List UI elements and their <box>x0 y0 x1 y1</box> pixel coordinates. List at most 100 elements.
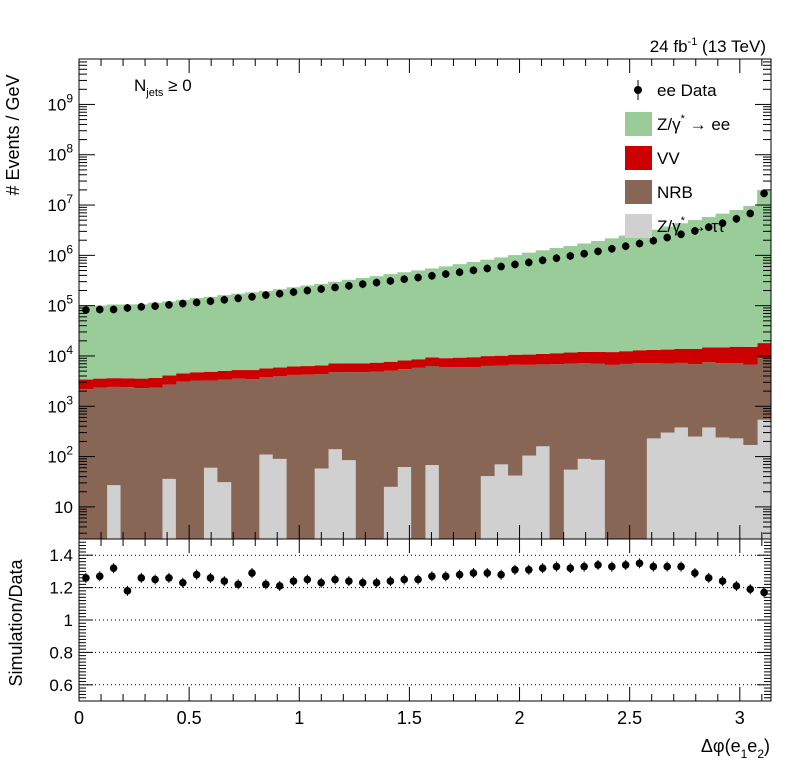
bar-0-10 <box>217 482 232 539</box>
bar-2-38 <box>604 352 620 365</box>
bar-3-32 <box>521 252 537 355</box>
bar-1-19 <box>341 372 357 461</box>
data-point-19 <box>345 282 353 290</box>
x-tick-label-4: 2 <box>515 708 525 728</box>
x-axis-label: Δφ(e1e2) <box>701 736 770 761</box>
data-point-40 <box>635 239 644 248</box>
ratio-point-33 <box>538 564 547 572</box>
legend-swatch-2 <box>625 146 652 170</box>
data-point-49 <box>760 189 768 198</box>
bar-2-40 <box>632 350 647 364</box>
ratio-point-3 <box>123 587 132 595</box>
bar-1-23 <box>397 369 412 468</box>
bar-3-45 <box>701 216 717 348</box>
data-point-26 <box>441 270 450 278</box>
data-point-45 <box>704 223 713 231</box>
bar-2-18 <box>328 363 343 373</box>
ratio-point-25 <box>428 572 436 581</box>
bar-3-29 <box>480 259 495 357</box>
bar-3-25 <box>425 268 440 358</box>
bar-3-28 <box>466 261 481 358</box>
data-point-48 <box>746 209 755 218</box>
bar-3-7 <box>175 299 191 374</box>
ratio-ytick-label-2: 1 <box>64 611 73 630</box>
ratio-point-15 <box>289 577 298 585</box>
bar-2-41 <box>646 349 661 364</box>
ratio-point-48 <box>746 585 755 594</box>
ratio-point-45 <box>704 574 713 582</box>
ratio-point-7 <box>179 578 187 587</box>
bar-1-42 <box>660 363 675 433</box>
data-point-33 <box>538 256 547 265</box>
data-point-13 <box>262 291 270 299</box>
ratio-point-4 <box>137 574 146 582</box>
ratio-point-29 <box>483 569 492 577</box>
bar-3-18 <box>328 281 343 364</box>
data-point-16 <box>303 286 312 295</box>
bar-1-14 <box>272 376 287 459</box>
data-point-15 <box>289 288 298 296</box>
bar-3-8 <box>189 298 204 373</box>
legend-label-2: VV <box>657 149 680 168</box>
bar-3-6 <box>162 301 177 376</box>
bar-3-31 <box>508 255 523 355</box>
bar-1-7 <box>175 381 191 539</box>
bar-3-19 <box>341 279 357 364</box>
ratio-point-20 <box>358 578 367 587</box>
ratio-point-27 <box>455 570 464 579</box>
bar-1-40 <box>632 363 647 539</box>
bar-2-33 <box>535 353 550 365</box>
bar-2-35 <box>563 352 578 364</box>
bar-2-13 <box>258 368 274 378</box>
bar-2-27 <box>452 357 467 368</box>
ratio-point-13 <box>262 580 270 589</box>
bar-1-4 <box>134 388 149 539</box>
ratio-point-6 <box>165 574 173 582</box>
bar-3-15 <box>286 287 301 367</box>
bar-3-13 <box>258 291 274 369</box>
data-point-27 <box>455 268 464 277</box>
bar-1-47 <box>729 363 744 439</box>
ratio-point-14 <box>275 582 284 590</box>
bar-0-18 <box>328 449 343 539</box>
bar-2-23 <box>397 360 412 370</box>
data-point-35 <box>566 252 575 260</box>
ratio-ytick-label-1: 0.8 <box>49 643 73 662</box>
bar-0-45 <box>701 427 717 539</box>
bar-3-27 <box>452 264 467 358</box>
data-point-18 <box>331 283 339 292</box>
bar-2-6 <box>162 375 177 385</box>
data-point-20 <box>358 280 367 288</box>
y-tick-label-6: 107 <box>47 192 73 215</box>
bar-1-29 <box>480 365 495 477</box>
bar-1-21 <box>369 371 384 539</box>
bar-2-25 <box>425 357 440 366</box>
bar-3-33 <box>535 250 550 354</box>
bar-3-37 <box>591 240 606 352</box>
bar-3-48 <box>743 205 758 347</box>
bar-1-32 <box>521 364 537 456</box>
bar-1-34 <box>549 364 564 539</box>
bar-0-17 <box>314 468 329 539</box>
data-points <box>82 189 768 314</box>
data-point-28 <box>469 266 478 275</box>
data-point-4 <box>137 302 146 311</box>
data-point-43 <box>677 230 685 239</box>
ratio-point-18 <box>331 575 339 584</box>
bar-3-40 <box>632 232 647 351</box>
bar-2-48 <box>743 346 758 365</box>
bar-2-1 <box>92 378 108 388</box>
bar-2-36 <box>577 351 592 364</box>
ratio-point-17 <box>317 578 326 587</box>
data-point-38 <box>608 245 616 253</box>
bar-1-18 <box>328 372 343 450</box>
bar-3-17 <box>314 283 329 366</box>
bar-3-43 <box>674 223 689 349</box>
bar-0-13 <box>258 454 274 539</box>
ratio-point-44 <box>691 569 699 577</box>
bar-0-46 <box>715 437 730 539</box>
bottom-x-ticks: 0 0.5 1 1.5 2 2.5 3 <box>74 539 763 728</box>
data-point-42 <box>663 233 671 242</box>
data-point-7 <box>179 299 187 308</box>
bar-2-20 <box>355 363 371 373</box>
